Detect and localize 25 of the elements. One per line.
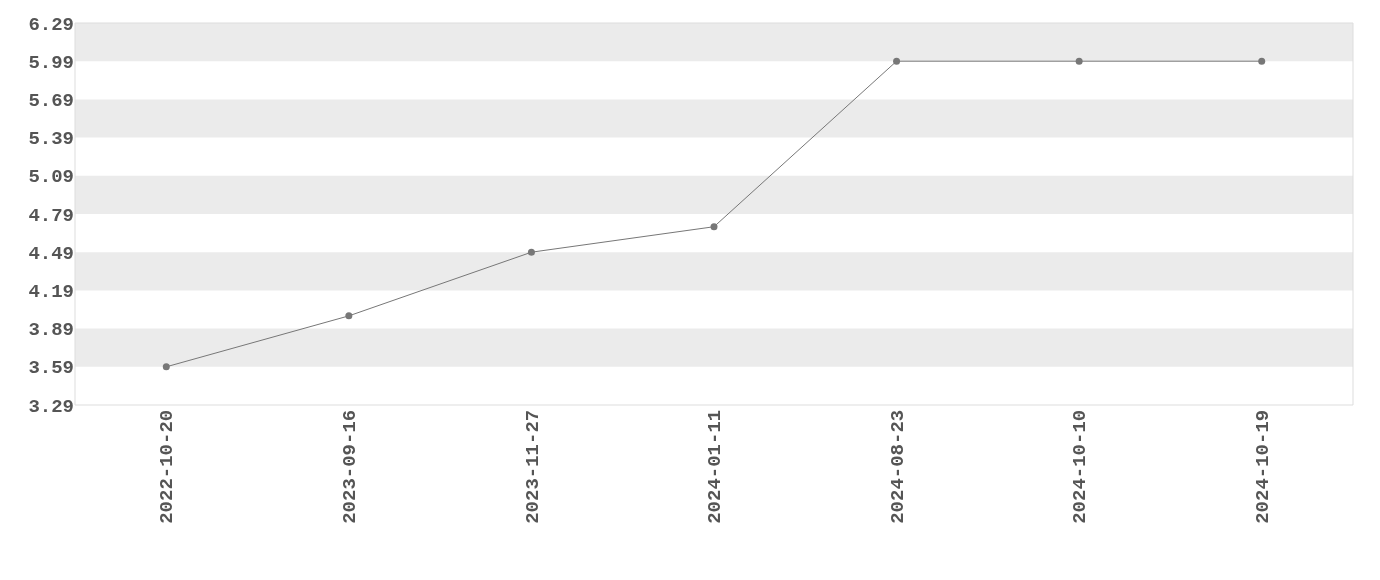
y-tick-label: 4.49 xyxy=(28,242,74,265)
point xyxy=(893,57,901,65)
y-tick-label: 3.29 xyxy=(28,395,74,418)
x-tick-label: 2023-09-16 xyxy=(339,409,362,524)
x-tick-label: 2024-01-11 xyxy=(704,409,727,524)
point xyxy=(162,363,170,371)
y-tick-label: 3.59 xyxy=(28,357,74,380)
y-tick-label: 4.79 xyxy=(28,204,74,227)
point xyxy=(1075,57,1083,65)
y-tick-label: 5.09 xyxy=(28,166,74,189)
x-tick-label: 2022-10-20 xyxy=(156,409,179,524)
y-tick-label: 6.29 xyxy=(28,13,74,36)
x-tick-label: 2023-11-27 xyxy=(521,409,544,524)
x-tick-label: 2024-08-23 xyxy=(886,409,909,524)
y-tick-label: 3.89 xyxy=(28,319,74,342)
y-tick-label: 4.19 xyxy=(28,281,74,304)
y-tick-label: 5.39 xyxy=(28,128,74,151)
point xyxy=(710,223,718,231)
y-tick-label: 5.99 xyxy=(28,51,74,74)
x-tick-label: 2024-10-10 xyxy=(1069,409,1092,524)
x-tick-label: 2024-10-19 xyxy=(1251,409,1274,524)
point xyxy=(1258,57,1266,65)
point xyxy=(527,248,535,256)
point xyxy=(345,312,353,320)
y-tick-label: 5.69 xyxy=(28,90,74,113)
